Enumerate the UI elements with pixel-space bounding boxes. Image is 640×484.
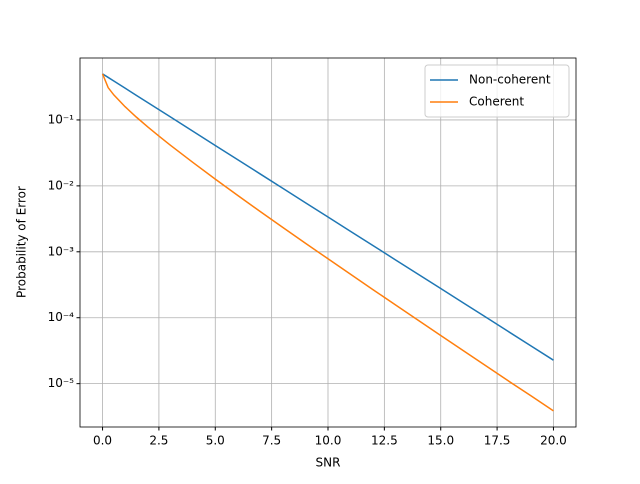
x-tick-label: 10.0 bbox=[315, 434, 342, 448]
x-tick-label: 0.0 bbox=[93, 434, 112, 448]
x-tick-label: 12.5 bbox=[371, 434, 398, 448]
y-tick-label: 10⁻¹ bbox=[48, 112, 75, 126]
y-tick-label: 10⁻⁵ bbox=[48, 376, 75, 390]
x-tick-label: 17.5 bbox=[484, 434, 511, 448]
legend-label: Non-coherent bbox=[469, 73, 551, 87]
y-tick-label: 10⁻⁴ bbox=[48, 310, 75, 324]
x-tick-label: 15.0 bbox=[427, 434, 454, 448]
legend-box bbox=[424, 64, 570, 118]
x-tick-label: 7.5 bbox=[262, 434, 281, 448]
x-tick-label: 2.5 bbox=[149, 434, 168, 448]
x-tick-label: 20.0 bbox=[540, 434, 567, 448]
x-axis-label: SNR bbox=[316, 456, 341, 470]
y-axis-label: Probability of Error bbox=[15, 186, 29, 298]
plot-frame bbox=[79, 57, 577, 428]
data-line bbox=[102, 73, 554, 361]
y-tick-label: 10⁻³ bbox=[48, 244, 75, 258]
y-tick-label: 10⁻² bbox=[48, 178, 75, 192]
x-tick-label: 5.0 bbox=[206, 434, 225, 448]
data-line bbox=[101, 73, 554, 412]
legend-label: Coherent bbox=[469, 95, 524, 109]
